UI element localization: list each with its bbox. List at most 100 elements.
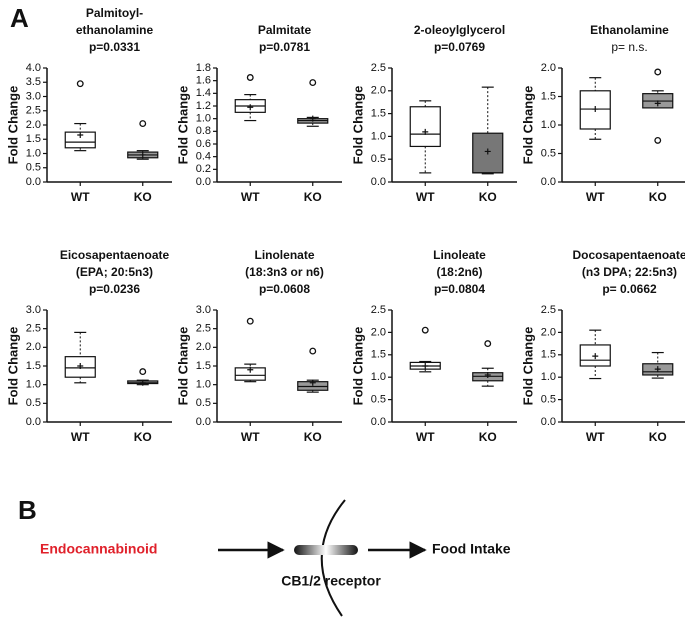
outlier [139, 120, 147, 128]
x-tick-label: KO [649, 190, 667, 204]
x-tick-label: KO [304, 190, 322, 204]
outlier [654, 68, 662, 76]
y-tick-label: 0.5 [371, 394, 386, 406]
receptor: CB1/2 receptor [281, 573, 381, 589]
y-tick-label: 0.0 [26, 176, 41, 188]
box-chart: p= n.s. Ethanolamine Fold Change 0.0 0.5 1.0 1… [520, 23, 685, 204]
membrane [320, 499, 346, 617]
chart-subtitle: p=0.0608 [259, 282, 310, 296]
y-tick-label: 2.5 [371, 304, 386, 316]
y-axis-label: Fold Change [350, 327, 365, 406]
x-tick-label: WT [416, 190, 435, 204]
mean [309, 115, 316, 122]
outlier [421, 326, 429, 334]
y-axis-label: Fold Change [175, 86, 190, 165]
y-tick-label: 2.5 [196, 323, 211, 335]
mean [484, 371, 491, 378]
chart-title: (EPA; 20:5n3) [76, 265, 153, 279]
mean [422, 128, 429, 135]
y-tick-label: 1.5 [371, 108, 386, 120]
chart-subtitle: p= 0.0662 [602, 282, 657, 296]
y-axis-label: Fold Change [175, 327, 190, 406]
y-tick-label: 1.0 [196, 379, 211, 391]
mean [139, 379, 146, 386]
mean [247, 366, 254, 373]
y-tick-label: 1.0 [541, 119, 556, 131]
chart-title: Palmitoyl- [86, 6, 143, 20]
y-tick-label: 0.0 [196, 176, 211, 188]
y-tick-label: 1.0 [26, 379, 41, 391]
y-tick-label: 1.0 [541, 371, 556, 383]
y-axis-label: Fold Change [520, 327, 535, 406]
y-tick-label: 2.0 [26, 119, 41, 131]
chart-title: 2-oleoylglycerol [414, 23, 505, 37]
y-axis-label: Fold Change [5, 327, 20, 406]
x-tick-label: WT [241, 190, 260, 204]
y-tick-label: 2.0 [196, 341, 211, 353]
mean [592, 106, 599, 113]
y-tick-label: 1.2 [196, 100, 211, 112]
box-chart: p=0.0781 Palmitate Fold Change 0.00.20.40.6… [175, 23, 342, 204]
box-chart: p=0.0608 Linolenate (18:3n3 or n6) Fold Cha… [175, 248, 342, 444]
x-tick-label: KO [479, 190, 497, 204]
x-tick-label: KO [479, 430, 497, 444]
y-tick-label: 2.5 [26, 105, 41, 117]
outlier [309, 79, 317, 87]
panel-b: B Endocannabinoid CB1/2 receptor Food In… [18, 495, 511, 617]
panel-label: A [10, 3, 29, 33]
chart-title: (n3 DPA; 22:5n3) [582, 265, 677, 279]
y-tick-label: 2.0 [541, 326, 556, 338]
y-tick-label: 2.5 [26, 323, 41, 335]
x-tick-label: WT [416, 430, 435, 444]
y-tick-label: 1.4 [196, 87, 211, 99]
chart-title: Ethanolamine [590, 23, 669, 37]
mean [247, 104, 254, 111]
y-tick-label: 0.0 [26, 416, 41, 428]
y-tick-label: 0.5 [541, 147, 556, 159]
box-chart: p=0.0236 Eicosapentaenoate (EPA; 20:5n3) Fo… [5, 248, 172, 444]
outlier [139, 368, 147, 376]
y-tick-label: 2.5 [371, 62, 386, 74]
outlier [654, 136, 662, 144]
mean [654, 100, 661, 107]
box-chart: p=0.0769 2-oleoylglycerol Fold Change 0.0 0.… [350, 23, 517, 204]
mean [654, 366, 661, 373]
chart-subtitle: p=0.0769 [434, 40, 485, 54]
receptor-icon [294, 545, 358, 555]
chart-title: (18:3n3 or n6) [245, 265, 324, 279]
y-tick-label: 0.5 [26, 162, 41, 174]
y-tick-label: 0.0 [371, 176, 386, 188]
y-tick-label: 3.0 [26, 304, 41, 316]
y-tick-label: 0.5 [541, 394, 556, 406]
y-tick-label: 0.0 [371, 416, 386, 428]
chart-title: Linolenate [254, 248, 314, 262]
mean [77, 131, 84, 138]
outlier [76, 80, 84, 88]
box-chart: p=0.0804 Linoleate (18:2n6) Fold Change 0.0 0… [350, 248, 517, 444]
box-chart: p= 0.0662 Docosapentaenoate (n3 DPA; 22:5n… [520, 248, 685, 444]
box [472, 132, 504, 174]
chart-title: (18:2n6) [436, 265, 482, 279]
x-tick-label: WT [241, 430, 260, 444]
outcome: Food Intake [432, 541, 511, 557]
outlier [484, 340, 492, 348]
chart-subtitle: p=0.0804 [434, 282, 485, 296]
y-tick-label: 3.0 [196, 304, 211, 316]
chart-title: ethanolamine [76, 23, 154, 37]
chart-title: Docosapentaenoate [572, 248, 685, 262]
panel-label: B [18, 495, 37, 525]
chart-subtitle: p=0.0331 [89, 40, 140, 54]
y-tick-label: 0.5 [371, 153, 386, 165]
y-tick-label: 1.5 [541, 349, 556, 361]
y-tick-label: 1.5 [26, 360, 41, 372]
y-tick-label: 1.0 [26, 147, 41, 159]
y-tick-label: 1.5 [371, 349, 386, 361]
y-axis-label: Fold Change [350, 86, 365, 165]
y-tick-label: 0.8 [196, 125, 211, 137]
x-tick-label: WT [586, 430, 605, 444]
y-tick-label: 2.5 [541, 304, 556, 316]
mean [484, 148, 491, 155]
y-tick-label: 1.5 [26, 133, 41, 145]
y-tick-label: 2.0 [26, 341, 41, 353]
